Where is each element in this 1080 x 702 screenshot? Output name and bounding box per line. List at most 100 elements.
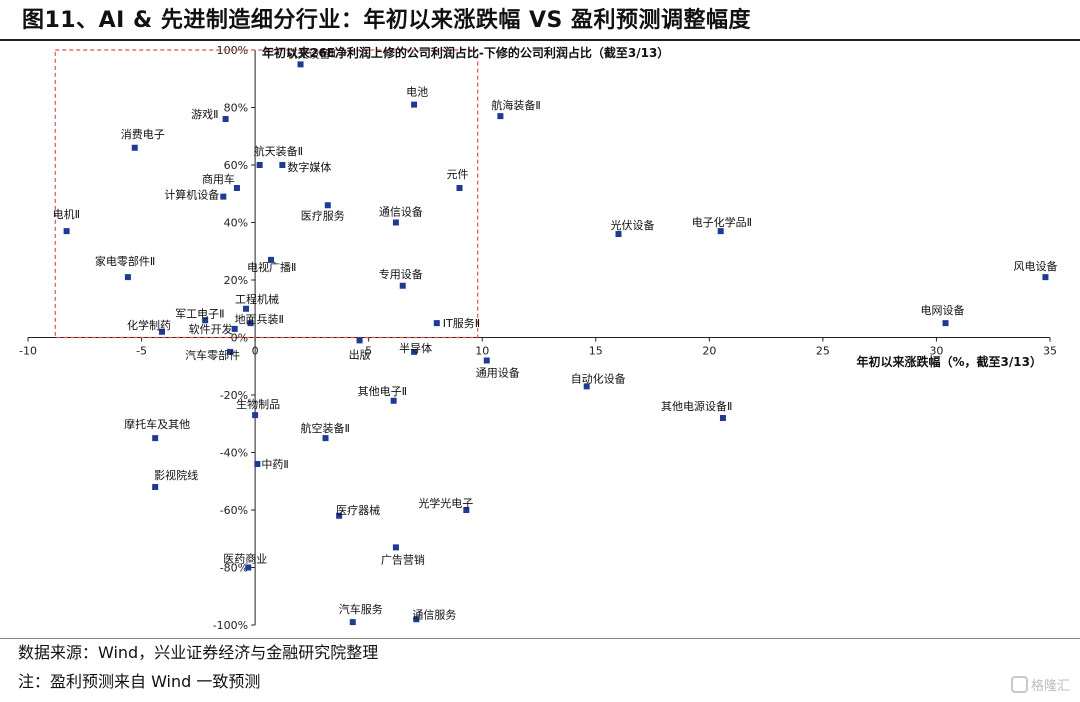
point-label: 化学制药 — [127, 318, 171, 332]
scatter-point — [222, 116, 229, 122]
x-tick-label: 20 — [702, 345, 716, 358]
point-label: 半导体 — [399, 341, 432, 355]
figure-title: 图11、AI & 先进制造细分行业：年初以来涨跌幅 VS 盈利预测调整幅度 — [22, 8, 752, 33]
x-tick-label: 10 — [475, 345, 489, 358]
scatter-point — [497, 113, 504, 120]
y-tick-label: -80% — [220, 562, 248, 575]
point-label: 自动化设备 — [571, 371, 626, 385]
scatter-point — [717, 228, 724, 235]
title-divider — [0, 39, 1080, 41]
x-tick-label: 15 — [589, 345, 603, 358]
point-label: 其他电子Ⅱ — [358, 385, 407, 398]
scatter-point — [583, 383, 590, 390]
scatter-point — [220, 193, 227, 200]
point-label: 光伏设备 — [610, 218, 654, 232]
scatter-point — [349, 619, 356, 626]
point-label: IT服务Ⅱ — [443, 317, 480, 330]
x-tick-label: 25 — [816, 345, 830, 358]
highlight-box — [54, 49, 479, 339]
x-tick-label: 5 — [365, 345, 372, 358]
scatter-point — [131, 144, 138, 151]
points-layer — [63, 61, 1049, 626]
point-label: 游戏Ⅱ — [191, 108, 218, 121]
scatter-point — [390, 397, 397, 404]
point-label: 家电零部件Ⅱ — [95, 254, 155, 268]
scatter-point — [152, 484, 159, 490]
x-tick-label: 35 — [1043, 345, 1057, 358]
scatter-point — [268, 256, 275, 263]
point-label: 轨交设备Ⅱ — [287, 46, 336, 60]
scatter-point — [942, 320, 949, 327]
point-label: 航天装备Ⅱ — [254, 144, 303, 158]
point-label: 数字媒体 — [287, 160, 331, 174]
point-label: 摩托车及其他 — [124, 417, 190, 431]
point-label: 出版 — [349, 347, 371, 361]
x-tick-label: 0 — [252, 345, 259, 358]
axes-layer: -10 -5 0 5 10 15 20 25 30 35100%80%60%40%20%0%-20… — [19, 44, 1057, 632]
point-label: 影视院线 — [154, 468, 198, 482]
brand-logo-icon — [1010, 676, 1028, 693]
x-tick-label: 30 — [929, 345, 943, 358]
scatter-point — [297, 61, 304, 68]
scatter-point — [256, 162, 263, 168]
scatter-point — [463, 507, 470, 513]
brand-text: 格隆汇 — [1030, 679, 1070, 694]
point-label: 军工电子Ⅱ — [175, 307, 224, 320]
scatter-point — [433, 320, 440, 327]
point-label: 风电设备 — [1013, 259, 1057, 273]
scatter-point — [1042, 274, 1049, 281]
point-label: 电机Ⅱ — [53, 207, 80, 221]
point-label: 光学光电子 — [418, 496, 473, 510]
scatter-point — [411, 348, 418, 355]
x-tick-label: -5 — [136, 345, 147, 358]
point-label: 软件开发 — [189, 322, 233, 336]
point-label: 医疗服务 — [301, 208, 345, 222]
y-tick-label: -60% — [220, 504, 248, 517]
point-label: 计算机设备 — [164, 188, 219, 202]
scatter-point — [202, 317, 209, 324]
y-tick-label: -100% — [213, 619, 248, 632]
point-label: 电子化学品Ⅱ — [692, 215, 752, 229]
point-label: 中药Ⅱ — [261, 458, 288, 471]
scatter-point — [158, 328, 165, 335]
footer-divider — [0, 638, 1080, 639]
point-label: 工程机械 — [235, 292, 279, 306]
point-label: 医疗器械 — [336, 503, 380, 517]
point-label: 医药商业 — [223, 552, 267, 566]
scatter-point — [245, 564, 252, 571]
y-tick-label: 60% — [224, 159, 248, 172]
scatter-point — [615, 231, 622, 237]
point-label: 生物制品 — [236, 397, 280, 411]
highlight-box-layer — [54, 49, 479, 339]
scatter-point — [392, 544, 399, 551]
scatter-point — [124, 274, 131, 281]
x-axis-title: 年初以来涨跌幅（%，截至3/13） — [857, 354, 1042, 369]
scatter-point — [413, 616, 420, 623]
scatter-point — [483, 357, 490, 364]
point-label: 电池 — [406, 86, 428, 99]
scatter-point — [247, 320, 254, 327]
x-tick-label: -10 — [19, 345, 37, 358]
scatter-point — [279, 162, 286, 168]
scatter-point — [233, 185, 240, 191]
y-tick-label: 80% — [224, 102, 248, 115]
scatter-point — [399, 282, 406, 289]
chart-area: -10 -5 0 5 10 15 20 25 30 35 100% 80% 60% 40% 20% 0% -20… — [0, 40, 1080, 635]
point-label: 通用设备 — [476, 366, 520, 380]
point-label: 消费电子 — [121, 127, 165, 141]
point-label: 电网设备 — [921, 303, 965, 317]
source-note: 数据来源：Wind，兴业证券经济与金融研究院整理 — [18, 643, 379, 662]
brand-watermark: 格隆汇 — [1010, 675, 1070, 694]
scatter-point — [456, 185, 463, 191]
y-axis-title: 年初以来26E净利润上修的公司利润占比-下修的公司利润占比（截至3/13） — [262, 45, 669, 60]
point-label: 其他电源设备Ⅱ — [661, 399, 732, 413]
point-label: 通信设备 — [379, 205, 423, 219]
scatter-point — [719, 415, 726, 421]
scatter-point — [411, 101, 418, 108]
scatter-point — [252, 412, 259, 419]
scatter-point — [243, 305, 250, 312]
scatter-point — [227, 348, 234, 355]
scatter-point — [63, 228, 70, 235]
scatter-point — [324, 202, 331, 209]
